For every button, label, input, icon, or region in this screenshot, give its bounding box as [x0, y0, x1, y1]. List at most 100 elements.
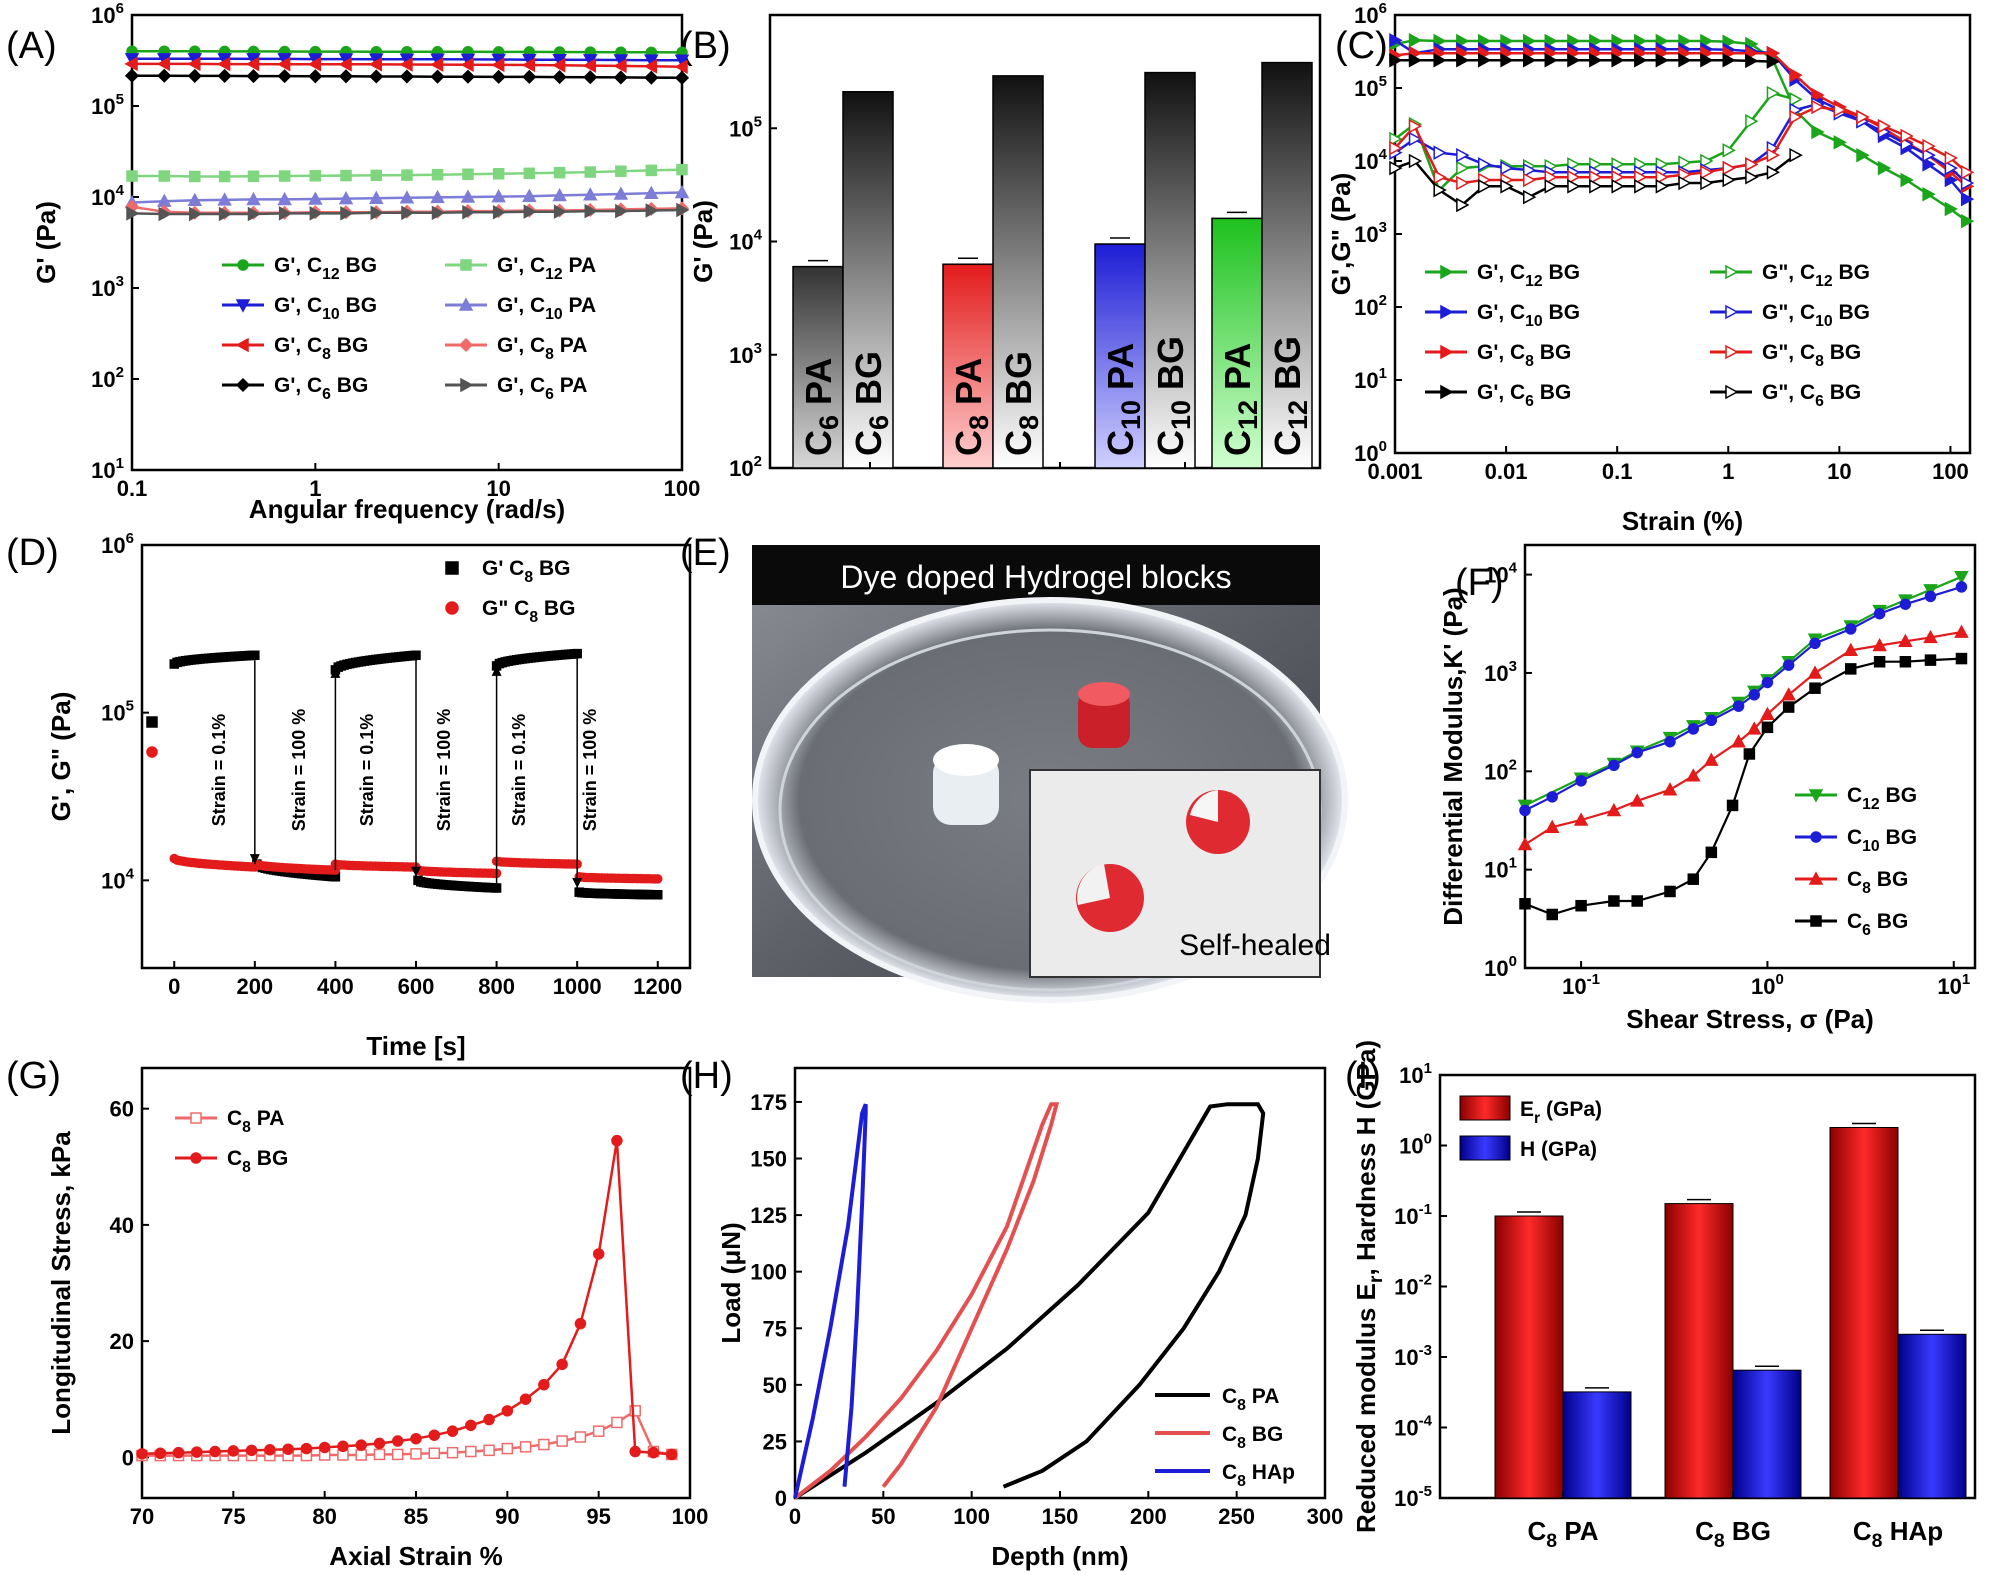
data-point	[1523, 172, 1537, 188]
data-point	[158, 170, 171, 182]
data-point	[430, 69, 445, 84]
data-point	[1705, 846, 1718, 859]
data-point	[1705, 714, 1718, 727]
x-tick-label: 100	[1751, 971, 1784, 999]
data-point	[1500, 160, 1514, 176]
data-point	[460, 189, 476, 203]
data-point	[1575, 775, 1587, 787]
data-point	[1781, 687, 1796, 701]
data-point	[592, 1248, 605, 1260]
data-point	[1700, 52, 1714, 68]
data-point	[217, 68, 232, 83]
data-point	[676, 202, 690, 218]
data-point	[1811, 87, 1825, 103]
plot-frame	[130, 13, 684, 472]
bar-label: C12​ PA	[1217, 343, 1263, 456]
data-point	[1408, 118, 1423, 134]
data-point	[519, 1441, 532, 1453]
legend-marker	[1810, 831, 1822, 843]
y-tick-label: 106	[1354, 0, 1387, 28]
data-point	[1899, 598, 1912, 610]
bar	[942, 263, 994, 469]
data-point	[278, 206, 293, 221]
y-tick-label: 104	[1354, 146, 1387, 174]
data-point	[1664, 735, 1676, 748]
panel-label-h: (H)	[680, 1055, 733, 1097]
y-tick-label: 100	[1484, 953, 1517, 981]
y-tick-label: 106	[101, 530, 134, 558]
series-line	[142, 1408, 672, 1457]
data-point	[1567, 52, 1581, 68]
legend-label: G" C8​ BG	[482, 597, 575, 626]
legend-marker	[190, 1112, 202, 1124]
x-tick-label: 0.001	[1367, 459, 1422, 484]
panel-label-g: (G)	[6, 1055, 61, 1097]
y-axis-label: G',G" (Pa)	[1326, 173, 1356, 296]
x-tick-label: 100	[953, 1504, 990, 1529]
data-point	[1954, 571, 1969, 585]
data-point	[1955, 652, 1968, 665]
data-point	[391, 1435, 404, 1447]
data-point	[501, 1442, 514, 1455]
arrow-head	[572, 878, 583, 889]
legend-label: C8​ BG	[1847, 868, 1908, 897]
data-point	[245, 1444, 258, 1457]
x-tick-label: 90	[495, 1504, 519, 1529]
data-point	[1807, 665, 1823, 679]
data-point	[1589, 179, 1603, 194]
data-point	[227, 1445, 240, 1457]
data-point	[1782, 659, 1795, 671]
data-point	[1517, 836, 1533, 851]
data-point	[572, 648, 582, 659]
data-point	[1745, 114, 1759, 129]
bar	[1664, 1203, 1734, 1499]
data-point	[411, 650, 421, 661]
y-tick-label: 10-4	[1394, 1413, 1432, 1441]
panel-label-c: (C)	[1335, 25, 1388, 67]
data-point	[217, 56, 231, 72]
data-point	[1611, 179, 1625, 194]
data-point	[1573, 812, 1589, 826]
data-point	[277, 191, 292, 206]
x-tick-label: 100	[672, 1504, 709, 1529]
data-point	[340, 206, 354, 221]
data-point	[552, 187, 567, 202]
data-point	[465, 1445, 477, 1458]
legend-label: G', C8​ BG	[274, 334, 368, 363]
panel-label-b: (B)	[680, 25, 731, 67]
x-tick-label: 200	[1130, 1504, 1167, 1529]
data-point	[1546, 791, 1558, 803]
legend-label: C12​ BG	[1847, 784, 1917, 813]
data-point	[209, 1445, 221, 1458]
data-point	[1900, 172, 1914, 188]
data-point	[665, 1448, 678, 1461]
data-point	[1575, 899, 1587, 912]
data-point	[337, 1440, 349, 1453]
data-point	[1944, 150, 1959, 166]
y-tick-label: 103	[729, 340, 762, 368]
data-point	[399, 69, 415, 84]
data-point	[1678, 155, 1692, 170]
y-tick-label: 60	[110, 1097, 134, 1122]
data-point	[1732, 700, 1745, 712]
data-point	[1456, 197, 1470, 213]
data-point	[556, 1435, 568, 1447]
y-axis-label: Longitudinal Stress, kPa	[46, 1131, 76, 1435]
data-point	[1546, 908, 1558, 921]
data-point	[1856, 109, 1870, 125]
strain-annotation: Strain = 100 %	[434, 709, 454, 832]
legend-label: C8​ BG	[1222, 1423, 1283, 1452]
y-tick-label: 150	[750, 1147, 787, 1172]
panel-f-chart: 10-1 100 101 100 101 102 103 104 Shear Stress, σ…	[1438, 543, 1977, 1034]
data-point	[1877, 118, 1892, 134]
data-point	[1433, 145, 1447, 160]
y-axis-label: Differential Modulus,K' (Pa)	[1438, 587, 1468, 925]
data-point	[583, 187, 598, 201]
legend-label: G', C12​ PA	[497, 254, 596, 283]
data-point	[146, 716, 158, 728]
bar-label: C12​ BG	[1267, 336, 1313, 456]
data-point	[491, 57, 505, 73]
data-point	[1922, 138, 1936, 154]
data-point	[1811, 99, 1825, 115]
